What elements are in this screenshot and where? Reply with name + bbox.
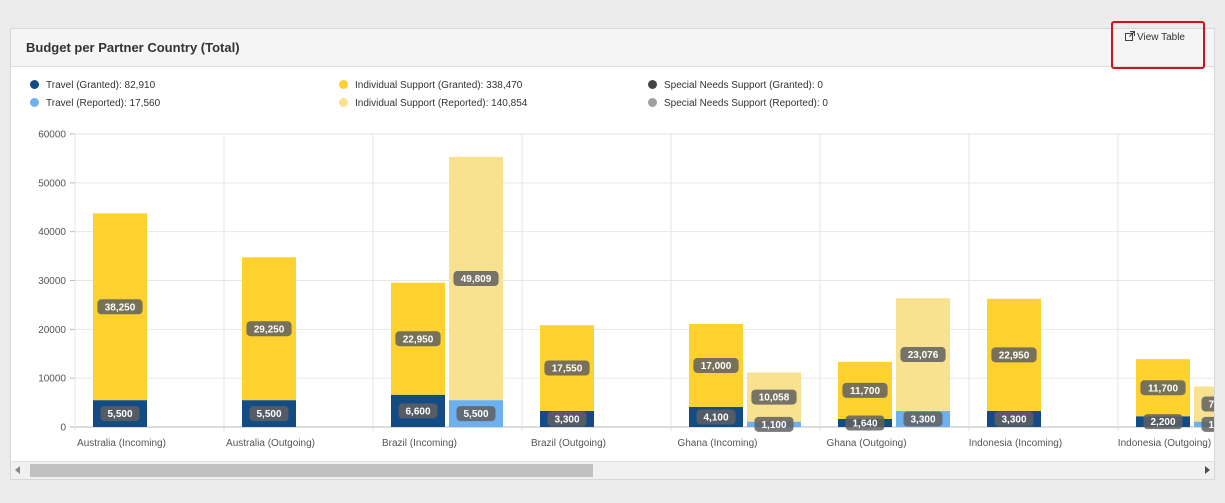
data-label: 10,058 (759, 393, 790, 404)
data-label-bg (456, 406, 496, 422)
legend-item-individual-granted[interactable]: Individual Support (Granted): 338,470 (339, 80, 522, 91)
x-tick-label: Australia (Outgoing) (226, 438, 315, 449)
legend-swatch (648, 98, 657, 107)
panel-header: Budget per Partner Country (Total) View … (11, 21, 1214, 69)
data-label: 22,950 (403, 334, 434, 345)
legend-swatch (339, 80, 348, 89)
legend-label: Individual Support (Reported): 140,854 (355, 98, 528, 109)
legend-label: Travel (Reported): 17,560 (46, 98, 161, 109)
data-label: 23,076 (908, 350, 939, 361)
data-label-bg (1143, 414, 1183, 430)
data-label: 2,200 (1150, 417, 1175, 428)
data-label-bg (1140, 380, 1186, 396)
data-label: 29,250 (254, 324, 285, 335)
data-label-bg (453, 271, 499, 287)
data-label: 22,950 (999, 350, 1030, 361)
data-label: 5,500 (107, 409, 132, 420)
x-tick-label: Brazil (Outgoing) (531, 438, 606, 449)
data-label-bg (994, 411, 1034, 427)
data-label: 7,200 (1208, 400, 1214, 411)
bar-chart: 0 10000 20000 30000 40000 50000 60000 Australia… (38, 130, 1214, 449)
data-label-bg (100, 406, 140, 422)
scroll-left-arrow-icon[interactable] (15, 466, 20, 474)
data-label-bg (696, 409, 736, 425)
y-tick-label: 60000 (38, 130, 66, 141)
legend-item-special-reported[interactable]: Special Needs Support (Reported): 0 (648, 98, 828, 109)
scroll-right-arrow-icon[interactable] (1205, 466, 1210, 474)
legend-label: Special Needs Support (Granted): 0 (664, 80, 823, 91)
legend-label: Travel (Granted): 82,910 (46, 80, 156, 91)
panel-title: Budget per Partner Country (Total) (26, 40, 240, 55)
view-table-label: View Table (1137, 32, 1185, 43)
data-label-bg (751, 389, 797, 405)
y-tick-label: 20000 (38, 325, 66, 336)
legend-item-travel-reported[interactable]: Travel (Reported): 17,560 (30, 98, 160, 109)
data-label: 3,300 (910, 415, 935, 426)
legend-swatch (30, 80, 39, 89)
x-tick-label: Australia (Incoming) (77, 438, 166, 449)
data-label-bg (246, 321, 292, 337)
legend-label: Special Needs Support (Reported): 0 (664, 98, 828, 109)
legend-item-travel-granted[interactable]: Travel (Granted): 82,910 (30, 80, 155, 91)
data-label: 17,000 (701, 361, 732, 372)
legend-item-special-granted[interactable]: Special Needs Support (Granted): 0 (648, 80, 823, 91)
legend-item-individual-reported[interactable]: Individual Support (Reported): 140,854 (339, 98, 527, 109)
chart-panel: Budget per Partner Country (Total) View … (10, 21, 1215, 480)
data-label-bg (1201, 416, 1214, 432)
horizontal-scrollbar[interactable] (11, 461, 1214, 479)
data-label: 4,100 (703, 413, 728, 424)
data-label-bg (544, 360, 590, 376)
external-link-icon (1125, 31, 1135, 41)
data-label: 38,250 (105, 302, 136, 313)
y-tick-label: 0 (60, 423, 66, 434)
y-tick-label: 30000 (38, 276, 66, 287)
x-tick-label: Indonesia (Incoming) (969, 438, 1062, 449)
data-label: 6,600 (405, 406, 430, 417)
data-label: 3,300 (554, 415, 579, 426)
legend-swatch (339, 98, 348, 107)
data-label-bg (395, 331, 441, 347)
y-tick-label: 50000 (38, 178, 66, 189)
data-label-bg (693, 357, 739, 373)
legend-label: Individual Support (Granted): 338,470 (355, 80, 523, 91)
view-table-button[interactable]: View Table (1111, 21, 1205, 69)
data-label-bg (249, 406, 289, 422)
data-label: 1,100 (1208, 420, 1214, 431)
data-label: 1,640 (852, 419, 877, 430)
x-tick-label: Indonesia (Outgoing) (1118, 438, 1211, 449)
data-label: 11,700 (1148, 383, 1178, 394)
scrollbar-thumb[interactable] (30, 464, 593, 477)
data-label-bg (1201, 396, 1214, 412)
x-tick-label: Ghana (Outgoing) (826, 438, 906, 449)
y-tick-label: 40000 (38, 227, 66, 238)
x-tick-label: Ghana (Incoming) (677, 438, 757, 449)
y-tick-label: 10000 (38, 374, 66, 385)
data-label: 17,550 (552, 364, 583, 375)
data-label-bg (754, 416, 794, 432)
data-label: 3,300 (1001, 415, 1026, 426)
data-label-bg (900, 347, 946, 363)
data-label: 5,500 (256, 409, 281, 420)
data-label-bg (903, 411, 943, 427)
legend-swatch (30, 98, 39, 107)
legend-swatch (648, 80, 657, 89)
data-label-bg (398, 403, 438, 419)
data-label: 11,700 (850, 386, 880, 397)
data-label-bg (842, 382, 888, 398)
data-label-bg (845, 415, 885, 431)
data-label-bg (991, 347, 1037, 363)
data-label: 49,809 (461, 274, 492, 285)
data-label: 5,500 (463, 409, 488, 420)
data-label-bg (97, 299, 143, 315)
data-label-bg (547, 411, 587, 427)
data-label: 1,100 (761, 420, 786, 431)
x-tick-label: Brazil (Incoming) (382, 438, 457, 449)
